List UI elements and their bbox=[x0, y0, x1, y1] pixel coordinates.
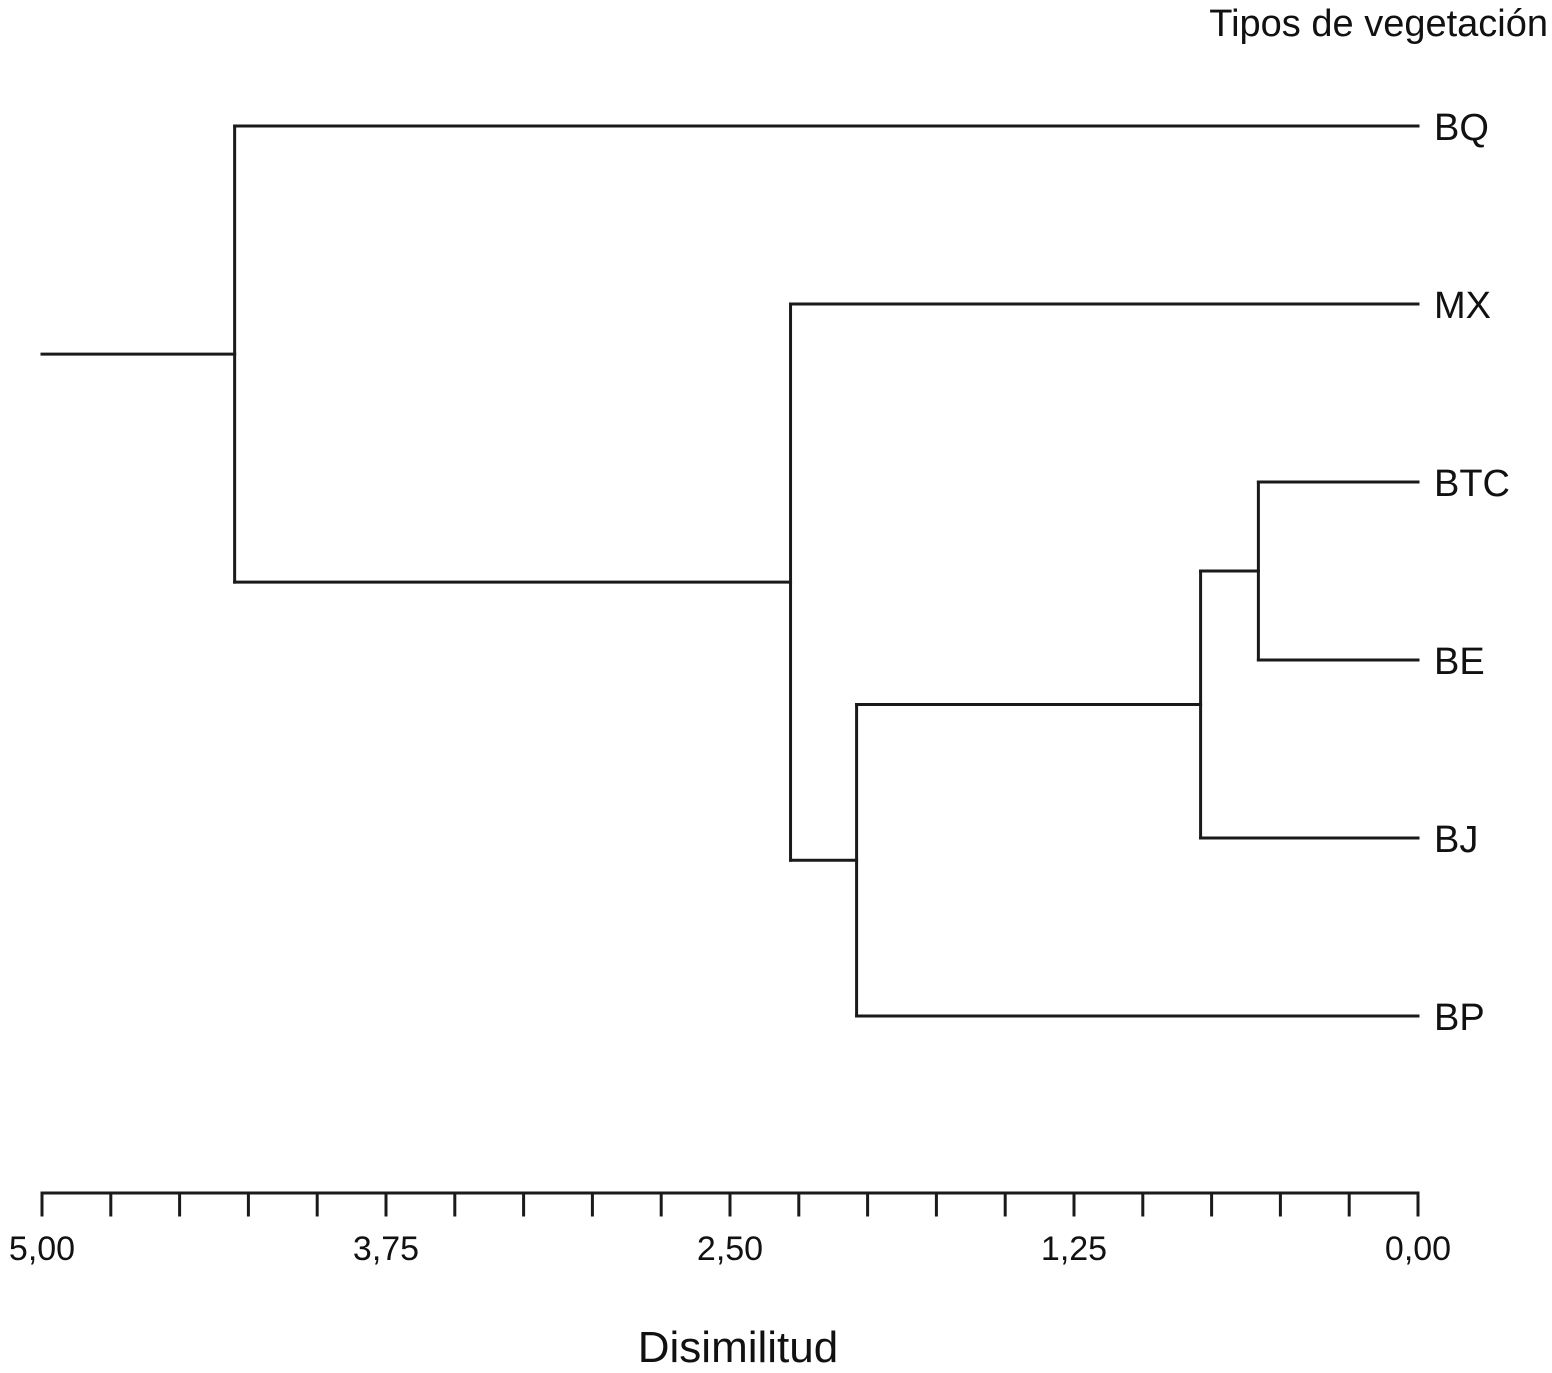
x-tick-label: 0,00 bbox=[1385, 1230, 1451, 1268]
x-axis-tick-labels: 5,00 3,75 2,50 1,25 0,00 bbox=[9, 1230, 1451, 1268]
x-axis: 5,00 3,75 2,50 1,25 0,00 bbox=[9, 1191, 1451, 1268]
legend-title: Tipos de vegetación bbox=[1209, 3, 1548, 45]
dendrogram-branches bbox=[40, 124, 1420, 1018]
x-axis-title: Disimilitud bbox=[638, 1323, 838, 1372]
x-tick-label: 5,00 bbox=[9, 1230, 75, 1268]
leaf-label-btc: BTC bbox=[1434, 463, 1510, 505]
leaf-label-bj: BJ bbox=[1434, 819, 1478, 861]
leaf-labels: BQ MX BTC BE BJ BP bbox=[1434, 107, 1510, 1039]
leaf-label-bq: BQ bbox=[1434, 107, 1489, 149]
x-tick-label: 3,75 bbox=[353, 1230, 419, 1268]
x-axis-ticks bbox=[40, 1191, 1420, 1217]
x-tick-label: 2,50 bbox=[697, 1230, 763, 1268]
leaf-label-be: BE bbox=[1434, 641, 1485, 683]
x-tick-label: 1,25 bbox=[1041, 1230, 1107, 1268]
leaf-label-mx: MX bbox=[1434, 285, 1491, 327]
leaf-label-bp: BP bbox=[1434, 997, 1485, 1039]
